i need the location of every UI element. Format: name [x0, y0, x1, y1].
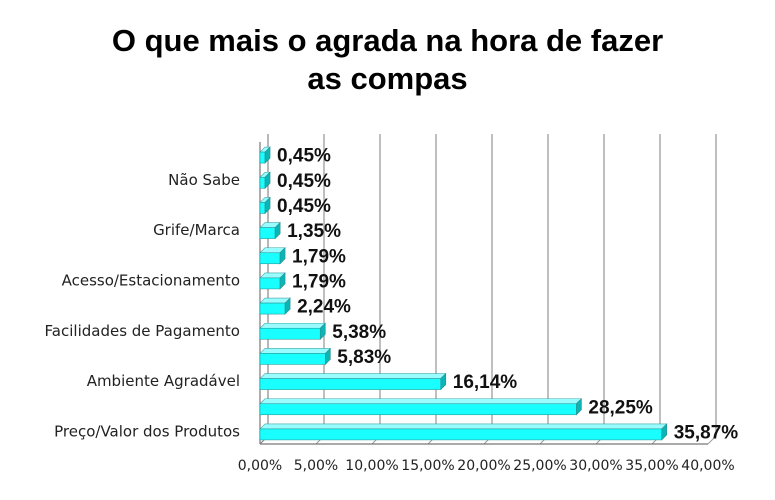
bars	[259, 146, 668, 441]
bar-front-face	[259, 302, 286, 315]
data-label: 0,45%	[277, 196, 331, 217]
category-labels: Preço/Valor dos Produtos Ambiente Agradáv…	[45, 171, 241, 441]
bar	[259, 423, 668, 441]
bar-top-face	[259, 373, 447, 379]
x-tick-label: 0,00%	[238, 458, 282, 474]
category-label: Acesso/Estacionamento	[62, 271, 240, 289]
data-label: 1,35%	[287, 221, 341, 242]
bar-side-face	[661, 423, 668, 441]
x-tick-label: 25,00%	[513, 458, 566, 474]
data-label: 1,79%	[292, 271, 346, 292]
data-label: 28,25%	[588, 397, 653, 418]
bar-side-face	[274, 221, 281, 240]
bar-front-face	[259, 176, 266, 189]
bar-top-face	[259, 423, 668, 430]
bar-front-face	[259, 277, 281, 290]
x-tick-labels: 0,00% 5,00% 10,00% 15,00% 20,00% 25,00% 30,00%…	[238, 458, 735, 474]
bar-top-face	[259, 348, 332, 354]
bar-side-face	[264, 146, 271, 164]
data-label: 0,45%	[277, 171, 331, 192]
bar-top-face	[259, 398, 583, 405]
chart-title-line-2: as compas	[307, 61, 468, 96]
bar-side-face	[440, 372, 447, 391]
x-tick-label: 35,00%	[625, 458, 678, 474]
data-label: 35,87%	[674, 422, 739, 443]
x-tick-label: 20,00%	[457, 458, 510, 474]
category-label: Facilidades de Pagamento	[45, 322, 240, 340]
bar-side-face	[264, 196, 271, 215]
bar	[259, 247, 286, 265]
grid-floor-line	[707, 435, 717, 445]
data-label: 0,45%	[277, 146, 331, 167]
x-tick-label: 15,00%	[401, 458, 454, 474]
bar-side-face	[324, 347, 331, 366]
bar	[259, 221, 281, 240]
x-tick-label: 5,00%	[294, 458, 338, 474]
bar	[259, 372, 447, 391]
bar-front-face	[259, 353, 326, 365]
bar-front-face	[259, 151, 266, 164]
bar-front-face	[259, 202, 266, 214]
x-tick-label: 40,00%	[681, 458, 734, 474]
bar-front-face	[259, 327, 321, 340]
category-label: Grife/Marca	[153, 221, 240, 239]
bar-side-face	[576, 398, 582, 416]
bar-front-face	[259, 252, 281, 265]
category-label: Preço/Valor dos Produtos	[54, 422, 240, 440]
bar	[259, 347, 332, 366]
data-labels: 35,87% 28,25% 16,14% 5,83% 5,38% 2,24% 1,79% 1,…	[277, 146, 738, 444]
chart-title-line-1: O que mais o agrada na hora de fazer	[111, 23, 664, 58]
bar	[259, 398, 583, 416]
data-label: 1,79%	[292, 246, 346, 267]
x-tick-label: 10,00%	[345, 458, 398, 474]
bar-front-face	[259, 403, 577, 416]
bar-front-face	[259, 378, 442, 390]
x-tick-label: 30,00%	[569, 458, 622, 474]
bar	[259, 322, 326, 340]
bar	[259, 272, 286, 290]
data-label: 16,14%	[453, 372, 518, 393]
bar-front-face	[259, 227, 276, 239]
data-label: 5,38%	[332, 322, 386, 343]
bar-front-face	[259, 428, 663, 441]
bar-side-face	[279, 272, 286, 290]
bar-side-face	[284, 297, 291, 315]
bar-side-face	[279, 247, 286, 265]
bar	[259, 196, 271, 215]
bar-side-face	[319, 322, 326, 340]
category-label: Não Sabe	[168, 171, 240, 189]
bar	[259, 171, 271, 189]
category-label: Ambiente Agradável	[87, 372, 240, 390]
bar	[259, 297, 291, 315]
bar-top-face	[259, 322, 326, 329]
bar-side-face	[264, 171, 271, 189]
data-label: 5,83%	[337, 347, 391, 368]
data-label: 2,24%	[297, 297, 351, 318]
bar	[259, 146, 271, 164]
chart-title: O que mais o agrada na hora de fazer as …	[0, 22, 775, 98]
